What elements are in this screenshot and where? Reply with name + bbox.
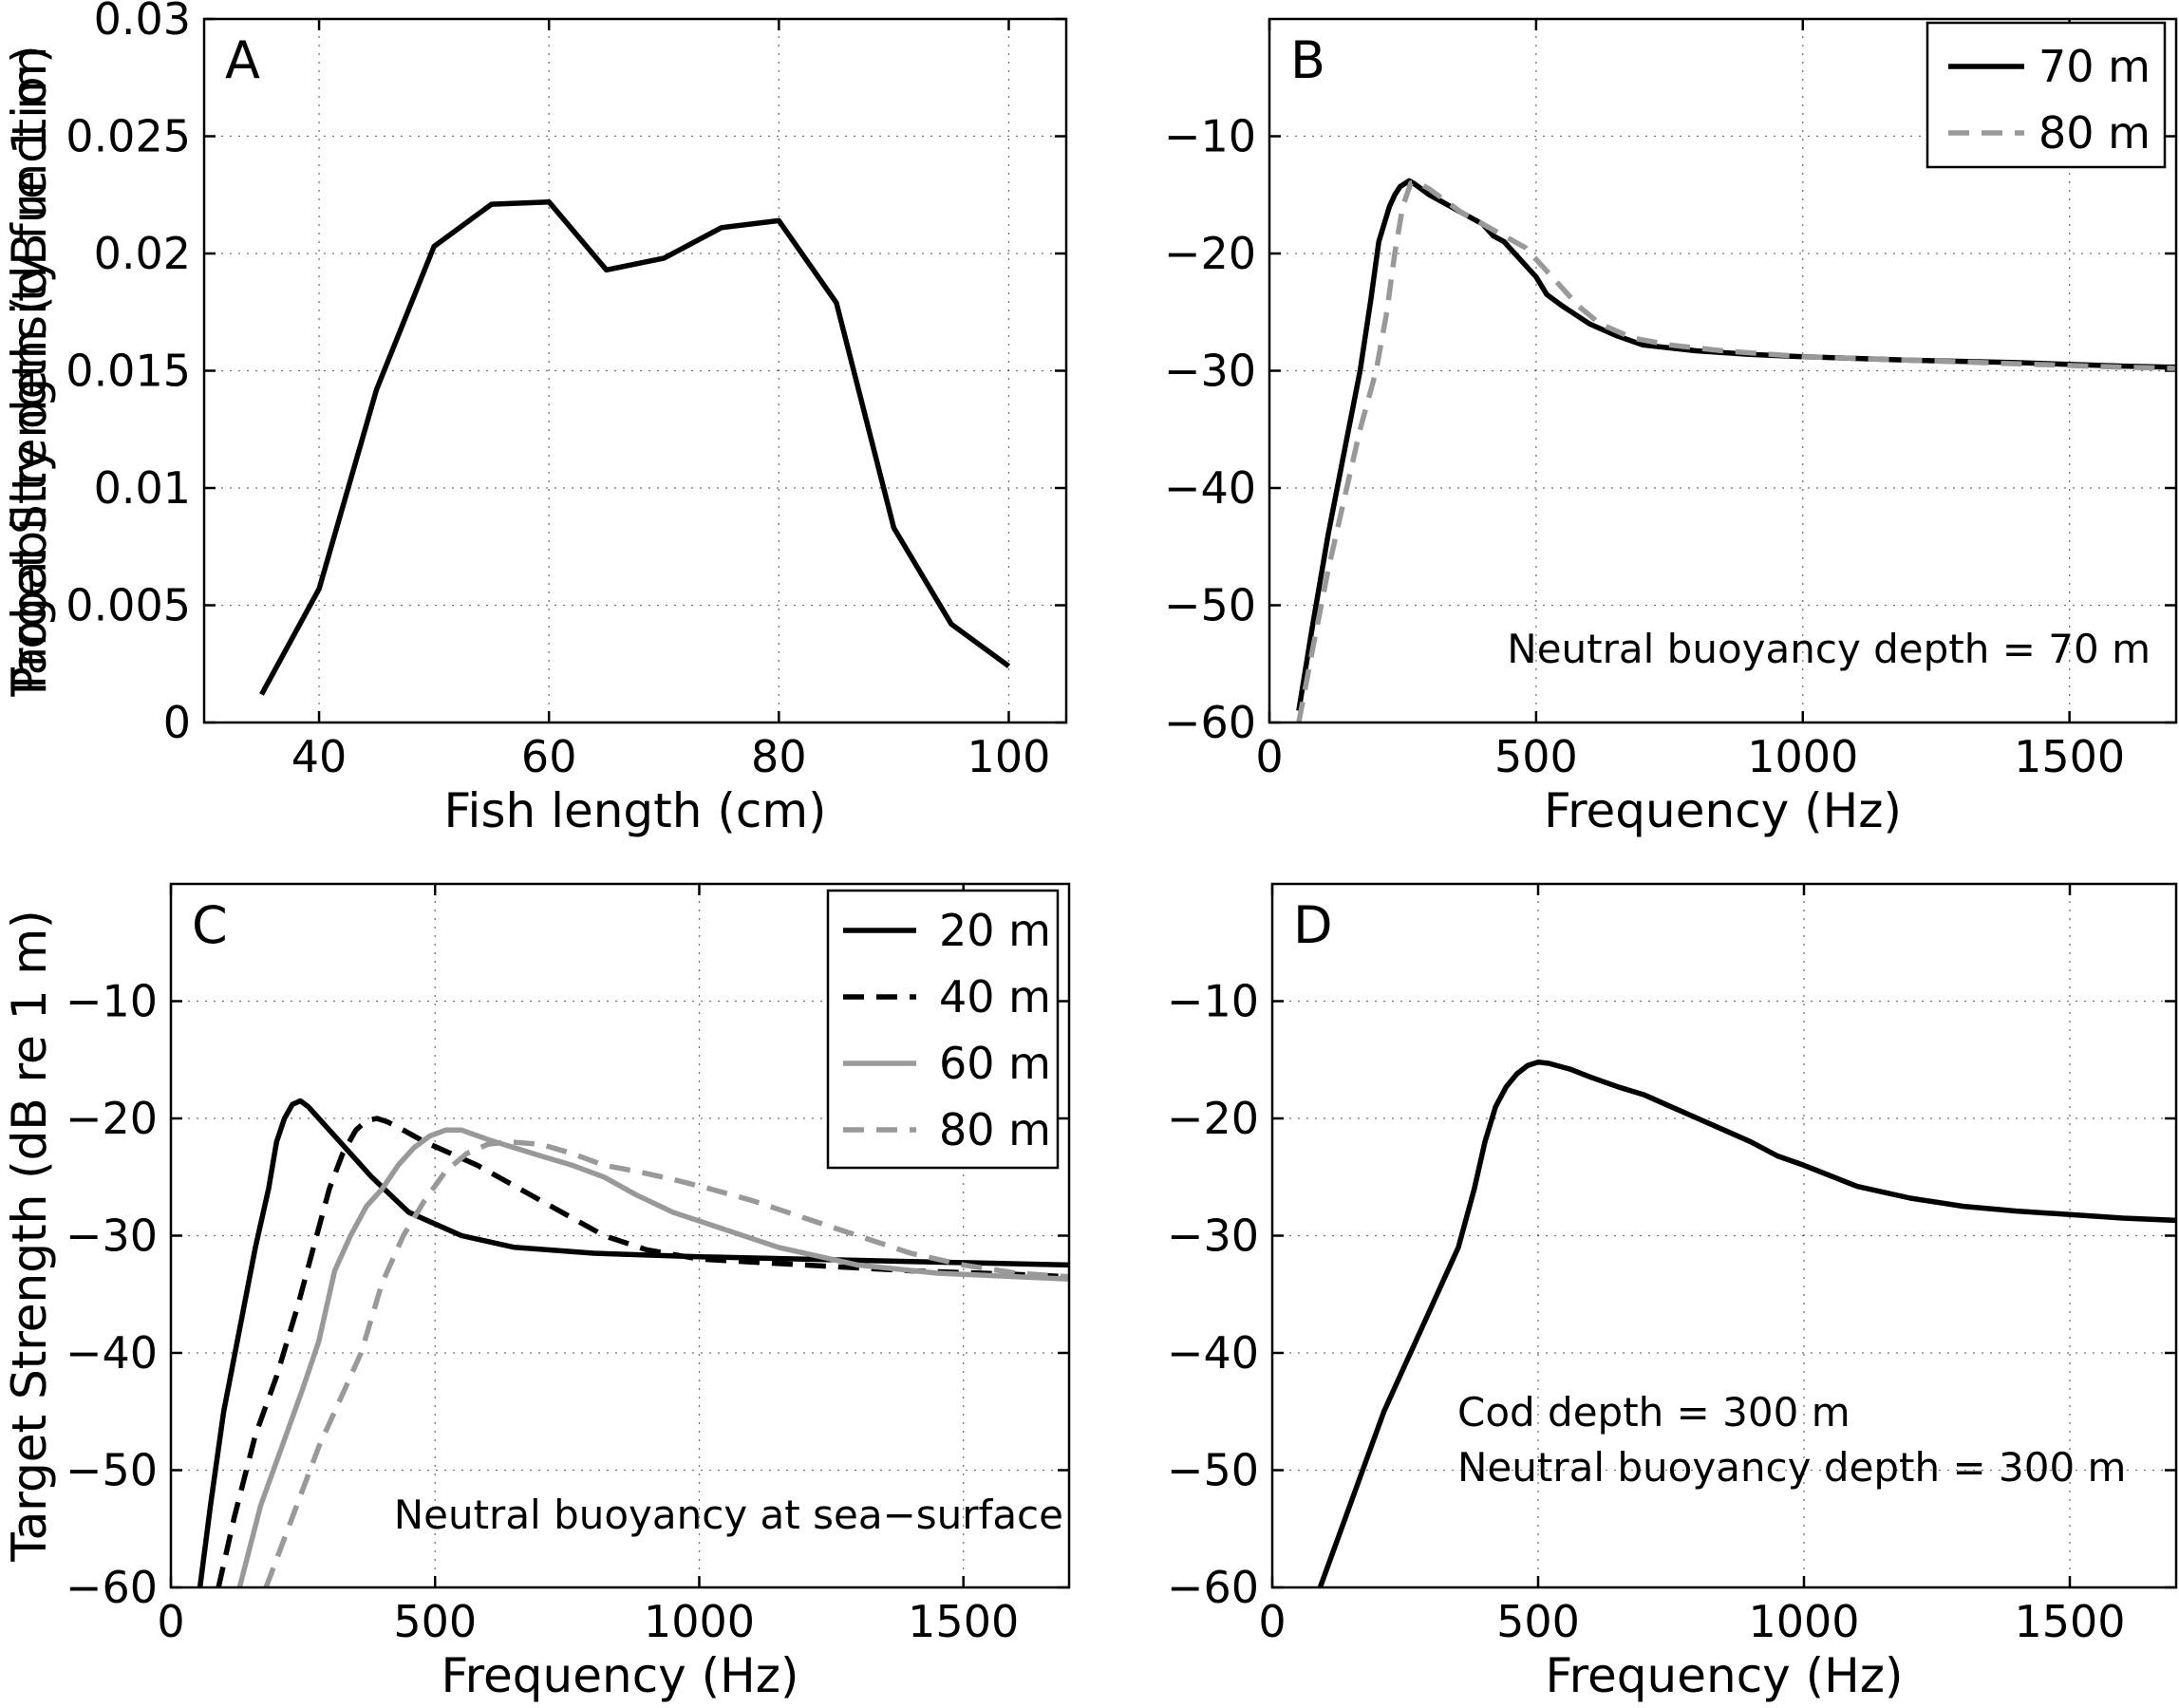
y-tick-label: 0.02 (94, 228, 191, 279)
legend-label: 20 m (939, 905, 1051, 956)
x-tick-label: 0 (1255, 731, 1283, 782)
x-tick-label: 1500 (908, 1596, 1019, 1647)
x-axis-label: Frequency (Hz) (1544, 783, 1902, 838)
plot-frame (169, 882, 1071, 1589)
legend-label: 80 m (2038, 107, 2151, 159)
x-tick-label: 1500 (2014, 731, 2125, 782)
y-tick-label: −10 (66, 976, 158, 1027)
legend-label: 70 m (2038, 41, 2151, 92)
x-tick-label: 60 (521, 731, 577, 782)
series-line-80m (263, 1138, 1069, 1587)
panel-letter: B (1290, 30, 1325, 90)
annotation-text: Neutral buoyancy at sea−surface (394, 1492, 1063, 1538)
x-tick-label: 80 (751, 731, 807, 782)
legend-label: 60 m (939, 1038, 1051, 1089)
legend-box (1925, 21, 2167, 169)
legend-label: 40 m (939, 971, 1051, 1023)
annotation-text: Neutral buoyancy depth = 300 m (1457, 1444, 2126, 1491)
panel-b: 0 500 1000 1500−60−50−40−30−20−10BFrequency… (2, 17, 2178, 838)
panel-d: 0 500 1000 1500 −60 −50 −40 −30 −20 −10 D Frequency… (2, 882, 2178, 1703)
y-tick-label: −60 (1164, 697, 1256, 748)
y-tick-label: −60 (66, 1562, 158, 1613)
y-tick-label: −40 (1167, 1327, 1259, 1379)
x-tick-label: 1000 (1747, 731, 1858, 782)
x-tick-label: 1000 (644, 1596, 755, 1647)
y-tick-label: −60 (1167, 1562, 1259, 1613)
y-tick-label: −30 (66, 1211, 158, 1262)
y-tick-label: −20 (1164, 228, 1256, 279)
series-line-80m (1296, 180, 2176, 723)
annotation-text: Neutral buoyancy depth = 70 m (1507, 626, 2151, 672)
panel-letter: A (225, 30, 260, 90)
y-axis-label: Target Strength (dB re 1 m) (2, 45, 57, 697)
legend-label: 80 m (939, 1104, 1051, 1155)
y-tick-label: −20 (66, 1093, 158, 1144)
panel-letter: D (1293, 895, 1333, 955)
legend-box (826, 889, 1060, 1170)
x-axis-label: Fish length (cm) (443, 783, 826, 838)
y-tick-label: 0.01 (94, 462, 191, 514)
plot-frame (1268, 17, 2178, 724)
x-axis-label: Frequency (Hz) (441, 1648, 798, 1703)
series-line-40m (216, 1116, 1069, 1587)
x-tick-label: 40 (291, 731, 348, 782)
legend: 20 m 40 m 60 m 80 m (826, 889, 1060, 1170)
plot-frame (1270, 882, 2178, 1589)
y-tick-label: −40 (1164, 462, 1256, 514)
x-tick-label: 500 (1494, 731, 1578, 782)
y-axis-label: Probability density function (2, 47, 57, 696)
x-tick-label: 500 (393, 1596, 477, 1647)
y-tick-label: 0.015 (66, 346, 191, 397)
x-tick-label: 1000 (1748, 1596, 1859, 1647)
y-tick-label: 0.005 (66, 580, 191, 631)
y-tick-label: −40 (66, 1327, 158, 1379)
legend: 70 m 80 m (1925, 21, 2167, 169)
y-tick-label: −30 (1164, 346, 1256, 397)
plot-frame (202, 17, 1068, 724)
y-tick-label: 0.03 (94, 0, 191, 45)
x-tick-label: 1500 (2014, 1596, 2125, 1647)
series-line-60m (236, 1127, 1069, 1587)
x-tick-label: 100 (967, 731, 1051, 782)
x-tick-label: 0 (1258, 1596, 1286, 1647)
y-tick-label: −50 (66, 1445, 158, 1496)
y-tick-label: −30 (1167, 1211, 1259, 1262)
y-axis-label: Target Strength (dB re 1 m) (2, 910, 57, 1562)
y-tick-label: −50 (1164, 580, 1256, 631)
panel-a: 40 60 80 100 0 0.005 0.01 0.015 0.02 0.025 0.03 A Fi… (2, 0, 1068, 838)
y-tick-label: 0 (163, 697, 191, 748)
series-line-pdf (259, 198, 1011, 696)
series-line-300m (1317, 1059, 2176, 1587)
panel-letter: C (192, 895, 228, 955)
y-tick-label: −20 (1167, 1093, 1259, 1144)
y-tick-label: −10 (1164, 111, 1256, 162)
y-axis-label: Target Strength (dB re 1 m) (2, 910, 57, 1562)
x-tick-label: 500 (1496, 1596, 1580, 1647)
series-line-20m (197, 1098, 1069, 1587)
y-tick-label: −50 (1167, 1445, 1259, 1496)
x-tick-label: 0 (157, 1596, 184, 1647)
annotation-text: Cod depth = 300 m (1457, 1389, 1850, 1436)
x-axis-label: Frequency (Hz) (1545, 1648, 1903, 1703)
y-tick-label: −10 (1167, 976, 1259, 1027)
y-tick-label: 0.025 (66, 111, 191, 162)
panel-c: 0 500 1000 1500 −60 −50 −40 −30 −20 −10 C Frequency… (2, 882, 1071, 1703)
